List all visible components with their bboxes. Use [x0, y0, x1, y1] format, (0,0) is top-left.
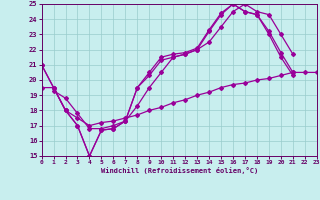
X-axis label: Windchill (Refroidissement éolien,°C): Windchill (Refroidissement éolien,°C) [100, 167, 258, 174]
